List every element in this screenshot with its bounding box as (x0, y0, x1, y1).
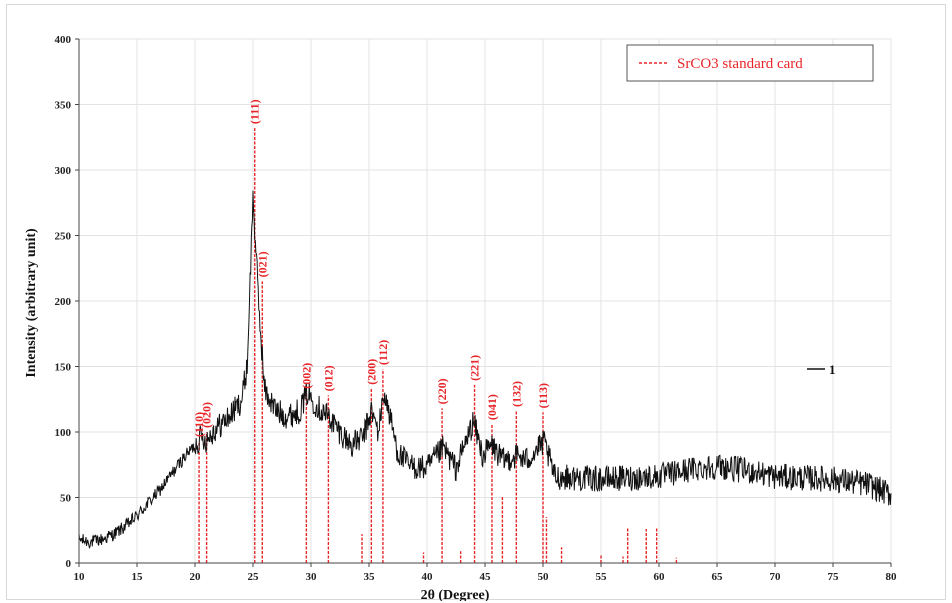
peak-label: (020) (200, 402, 214, 428)
peak-label: (220) (435, 378, 449, 404)
peak-label: (221) (468, 355, 482, 381)
y-tick-label: 400 (55, 34, 72, 46)
peak-label: (111) (248, 99, 262, 124)
peak-label: (110) (192, 412, 206, 437)
x-tick-label: 75 (828, 571, 840, 583)
xrd-chart: 10 15 20 25 30 35 40 45 50 55 60 65 70 75 80 0 50 100 150… (24, 34, 898, 601)
x-tick-label: 70 (770, 571, 782, 583)
y-tick-label: 300 (55, 165, 72, 177)
x-tick-label: 55 (596, 571, 608, 583)
peak-label: (021) (255, 251, 269, 277)
peak-label: (132) (509, 381, 523, 407)
legend: SrCO3 standard card (626, 44, 874, 82)
y-tick-label: 250 (55, 231, 72, 243)
peak-label: (012) (321, 365, 335, 391)
x-tick-label: 30 (306, 571, 318, 583)
y-axis-title: Intensity (arbitrary unit) (24, 228, 39, 378)
y-tick-label: 150 (55, 362, 72, 374)
legend-box (626, 44, 874, 82)
x-tick-label: 20 (190, 571, 202, 583)
x-axis-title: 2θ (Degree) (421, 588, 490, 601)
x-tick-label: 45 (480, 571, 492, 583)
series-line (78, 190, 892, 550)
peak-label: (041) (485, 394, 499, 420)
series-key-label: 1 (829, 362, 836, 377)
series-lines (78, 190, 892, 550)
series-key: 1 (807, 362, 836, 377)
x-tick-label: 40 (422, 571, 434, 583)
x-tick-label: 60 (654, 571, 666, 583)
peak-label: (112) (376, 340, 390, 365)
x-tick-label: 35 (364, 571, 376, 583)
x-ticks: 10 15 20 25 30 35 40 45 50 55 60 65 70 75 80 (74, 563, 898, 583)
y-tick-label: 350 (55, 100, 72, 112)
x-tick-label: 65 (712, 571, 724, 583)
x-tick-label: 15 (132, 571, 144, 583)
chart-frame: 10 15 20 25 30 35 40 45 50 55 60 65 70 75 80 0 50 100 150… (6, 4, 946, 601)
y-tick-label: 100 (55, 427, 72, 439)
standard-card-lines (198, 128, 678, 563)
y-tick-label: 200 (55, 296, 72, 308)
peak-label: (113) (536, 383, 550, 408)
x-tick-label: 25 (248, 571, 260, 583)
x-tick-label: 80 (886, 571, 898, 583)
peak-label: (200) (364, 359, 378, 385)
y-tick-label: 50 (60, 493, 72, 505)
x-tick-label: 10 (74, 571, 86, 583)
peak-labels: (110)(020) (111) (021) (002) (012) (200)(112)… (192, 99, 550, 437)
y-tick-label: 0 (66, 558, 72, 570)
y-ticks: 0 50 100 150 200 250 300 350 400 (55, 34, 79, 570)
x-tick-label: 50 (538, 571, 550, 583)
peak-label: (002) (299, 363, 313, 389)
grid (79, 38, 892, 563)
legend-label: SrCO3 standard card (677, 56, 803, 72)
